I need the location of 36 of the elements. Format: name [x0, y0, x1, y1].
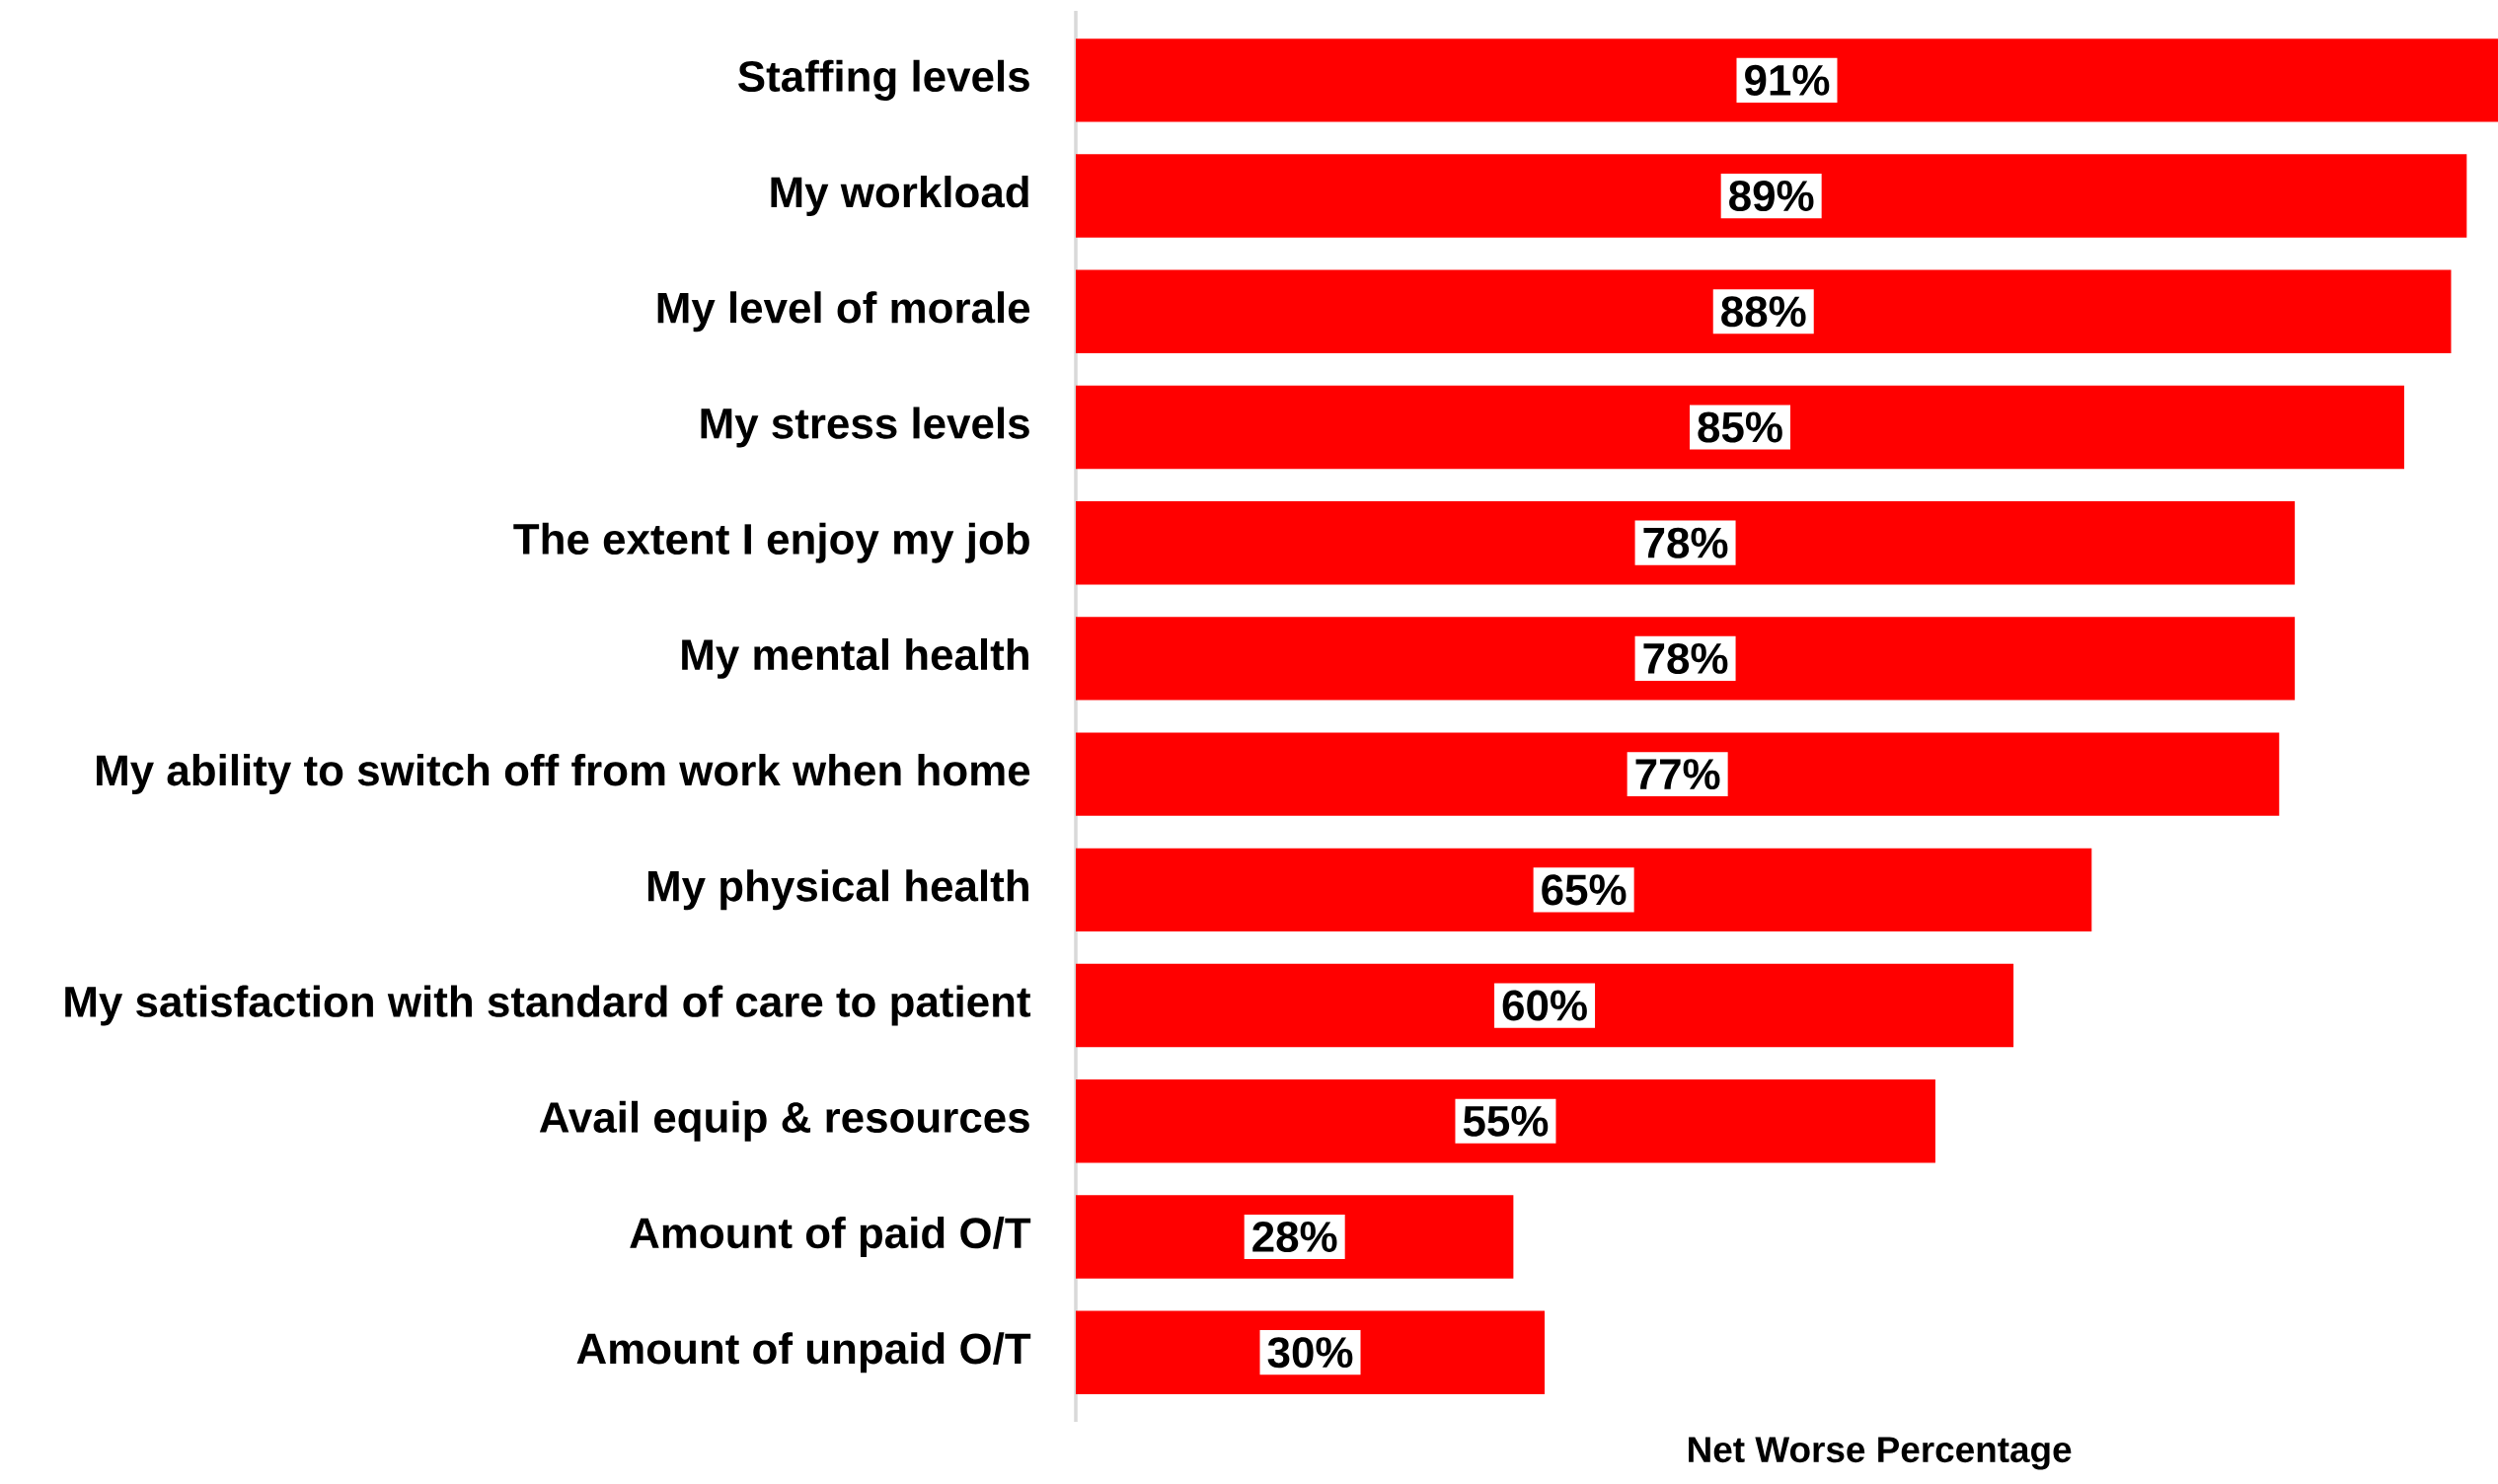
data-label: 78%	[1643, 642, 1728, 674]
bar	[1076, 848, 2092, 931]
y-tick-label: My level of morale	[657, 291, 1030, 333]
y-tick-label: My ability to switch off from work when home	[97, 754, 1030, 794]
data-label: 78%	[1643, 527, 1728, 558]
x-axis-title: Net Worse Percentage	[1689, 1437, 2072, 1470]
bar	[1076, 732, 2280, 816]
y-tick-label: My physical health	[647, 869, 1028, 911]
y-tick-label: My stress levels	[701, 407, 1029, 448]
y-tick-label: Staffing levels	[738, 59, 1029, 101]
data-label: 55%	[1463, 1105, 1549, 1137]
data-label: 88%	[1721, 296, 1806, 328]
bar	[1076, 1078, 1935, 1163]
bar	[1076, 617, 2296, 701]
y-tick-label: My mental health	[682, 637, 1028, 679]
bar	[1076, 963, 2014, 1048]
y-tick-label: Amount of paid O/T	[630, 1216, 1031, 1257]
y-tick-label: My workload	[771, 175, 1028, 216]
y-tick-label: The extent I enjoy my job	[513, 522, 1029, 563]
data-label: 91%	[1745, 64, 1830, 96]
bar	[1076, 385, 2404, 470]
y-tick-label: Amount of unpaid O/T	[576, 1332, 1031, 1373]
data-label: 77%	[1635, 759, 1720, 789]
data-label: 60%	[1502, 990, 1587, 1021]
y-tick-label: Avail equip & resources	[539, 1100, 1029, 1142]
bar	[1076, 1310, 1546, 1394]
data-label: 85%	[1698, 411, 1782, 443]
bar	[1076, 38, 2498, 122]
bar	[1076, 500, 2296, 585]
data-label: 30%	[1267, 1337, 1353, 1369]
data-label: 65%	[1542, 874, 1627, 906]
data-label: 89%	[1729, 180, 1814, 212]
y-tick-label: My satisfaction with standard of care to patient	[65, 985, 1031, 1026]
bar	[1076, 269, 2452, 353]
bar	[1076, 154, 2467, 238]
data-label: 28%	[1252, 1221, 1337, 1252]
